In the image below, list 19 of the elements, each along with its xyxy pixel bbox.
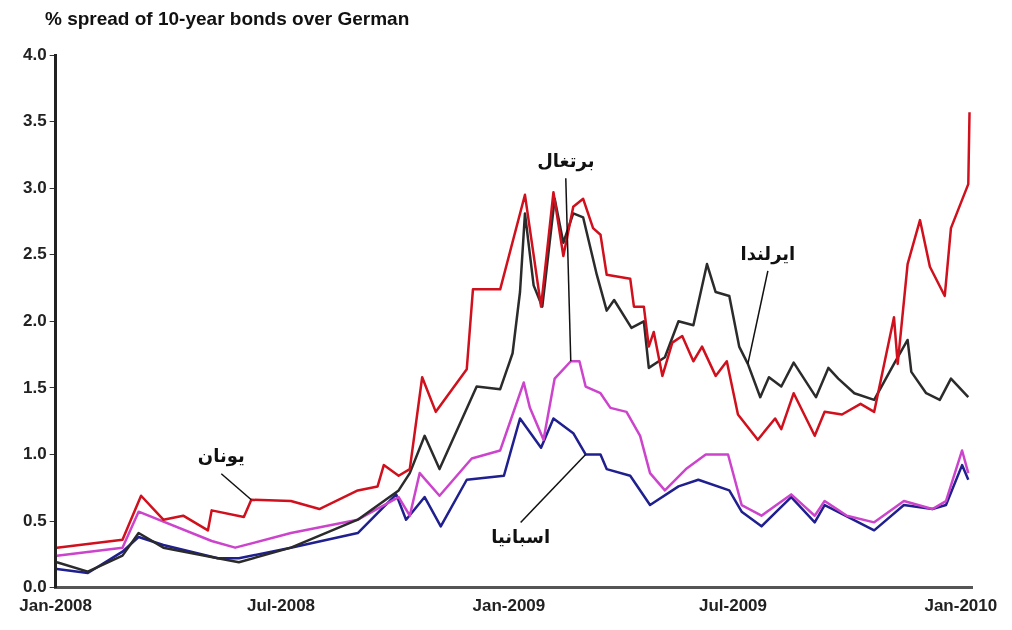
y-tick-label: 2.5	[22, 244, 47, 264]
text: اسبانيا	[491, 526, 551, 548]
y-tick-label: 0.5	[22, 510, 47, 530]
series-label: يونان	[197, 445, 245, 468]
y-tick-label: 3.0	[22, 177, 47, 197]
y-tick-label: 2.0	[22, 310, 47, 330]
x-tick-label: Jan-2009	[472, 596, 546, 616]
y-tick-label: 0.0	[22, 577, 47, 597]
x-tick-label: Jul-2009	[698, 596, 768, 616]
series-label: ايرلندا	[740, 242, 796, 265]
x-tick-label: Jan-2010	[924, 596, 998, 616]
y-tick-label: 4.0	[22, 44, 47, 64]
y-tick-label: 1.0	[22, 444, 47, 464]
y-tick-label: 3.5	[22, 111, 47, 131]
x-tick-label: Jul-2008	[246, 596, 316, 616]
y-tick-label: 1.5	[22, 377, 47, 397]
chart-title: % spread of 10-year bonds over German	[45, 8, 410, 30]
text: برتغال	[537, 149, 595, 172]
x-tick-label: Jan-2008	[19, 596, 93, 616]
